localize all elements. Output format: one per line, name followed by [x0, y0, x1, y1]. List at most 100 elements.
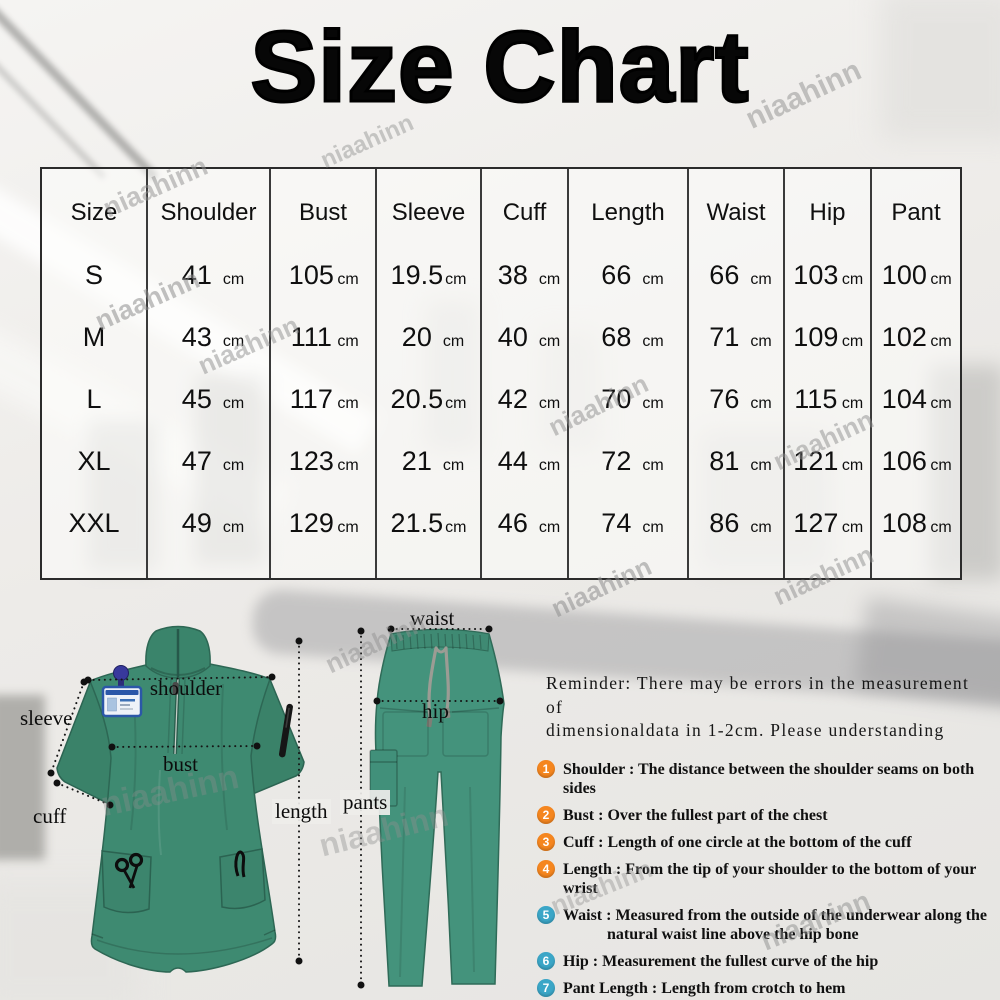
measurement-cell: 43 cm [148, 306, 271, 368]
column-header-hip: Hip [785, 182, 872, 244]
measurement-cell: 106 cm [881, 445, 952, 476]
measurement-cell: 49 cm [148, 492, 271, 554]
column-header-shoulder: Shoulder [148, 182, 271, 244]
measurement-lines [47, 625, 504, 989]
measurement-cell: 68 cm [569, 306, 689, 368]
measurement-cell: 104 cm [881, 383, 952, 414]
measurement-cell: 103 cm [785, 244, 872, 306]
note-item: 7 Pant Length : Length from crotch to hem [537, 979, 999, 998]
table-row: L 45 cm 117 cm 20.5 cm 42 cm 70 cm 76 cm 115 cm 104 cm [42, 368, 960, 430]
measurement-cell: 129 cm [271, 492, 377, 554]
label-length: length [272, 799, 331, 824]
column-header-bust: Bust [271, 182, 377, 244]
measurement-cell: 117 cm [271, 368, 377, 430]
pen [278, 703, 293, 758]
measurement-cell: 105 cm [271, 244, 377, 306]
note-text: Hip : Measurement the fullest curve of t… [563, 953, 879, 970]
measurement-cell: 70 cm [569, 368, 689, 430]
measurement-cell: 21.5 cm [377, 492, 482, 554]
scrub-top-illustration [56, 625, 305, 973]
note-item: 6 Hip : Measurement the fullest curve of … [537, 952, 999, 971]
measurement-cell: 40 cm [482, 306, 569, 368]
measurement-cell: 71 cm [689, 306, 785, 368]
column-header-sleeve: Sleeve [377, 182, 482, 244]
measurement-cell: 109 cm [785, 306, 872, 368]
measurement-cell: 47 cm [148, 430, 271, 492]
measurement-cell: 44 cm [482, 430, 569, 492]
measurement-cell: 111 cm [271, 306, 377, 368]
drawstring [426, 646, 451, 728]
note-item: 4 Length : From the tip of your shoulder … [537, 860, 999, 898]
zipper-pull [172, 682, 179, 695]
measurement-cell: 74 cm [569, 492, 689, 554]
size-cell: L [42, 368, 148, 430]
label-cuff: cuff [33, 804, 67, 828]
table-spacer [42, 169, 960, 182]
measurement-cell: 81 cm [689, 430, 785, 492]
column-header-length: Length [569, 182, 689, 244]
size-cell: XL [42, 430, 148, 492]
note-number-badge: 1 [537, 760, 555, 778]
measurement-cell: 19.5 cm [377, 244, 482, 306]
note-text: Pant Length : Length from crotch to hem [563, 980, 846, 997]
note-number-badge: 4 [537, 860, 555, 878]
note-item: 2 Bust : Over the fullest part of the che… [537, 806, 999, 825]
measurement-cell: 66 cm [569, 244, 689, 306]
measurement-cell: 108 cm [881, 507, 952, 538]
note-text-line2: natural waist line above the hip bone [607, 926, 859, 943]
table-row: XXL 49 cm 129 cm 21.5 cm 46 cm 74 cm 86 cm 127 cm 108 cm [42, 492, 960, 554]
measurement-cell: 46 cm [482, 492, 569, 554]
scissors [114, 852, 144, 889]
measurement-cell: 115 cm [785, 368, 872, 430]
measurement-cell: 76 cm [689, 368, 785, 430]
note-text: Bust : Over the fullest part of the ches… [563, 807, 828, 824]
column-header-pant: Pant [891, 199, 941, 226]
column-header-cuff: Cuff [482, 182, 569, 244]
measurement-cell: 127 cm [785, 492, 872, 554]
note-number-badge: 3 [537, 833, 555, 851]
bust-line [111, 745, 258, 748]
measurement-cell: 66 cm [689, 244, 785, 306]
page-title: Size Chart [249, 11, 750, 123]
note-number-badge: 2 [537, 806, 555, 824]
size-cell: M [42, 306, 148, 368]
measurement-cell: 123 cm [271, 430, 377, 492]
measurement-cell: 41 cm [148, 244, 271, 306]
measurement-cell: 20.5 cm [377, 368, 482, 430]
table-row: XL 47 cm 123 cm 21 cm 44 cm 72 cm 81 cm 121 cm 106 cm [42, 430, 960, 492]
note-text: Length : From the tip of your shoulder t… [563, 861, 977, 897]
size-cell: XXL [42, 492, 148, 554]
note-text: Waist : Measured from the outside of the… [563, 907, 987, 924]
note-item: 5 Waist : Measured from the outside of th… [537, 906, 999, 944]
note-text: Shoulder : The distance between the shou… [563, 761, 975, 797]
note-number-badge: 5 [537, 906, 555, 924]
reminder-text: Reminder: There may be errors in the mea… [546, 672, 980, 743]
table-spacer [42, 554, 960, 578]
right-pocket [219, 848, 266, 910]
label-sleeve: sleeve [20, 706, 73, 730]
reminder-line1: Reminder: There may be errors in the mea… [546, 673, 970, 717]
table-header-row: Size Shoulder Bust Sleeve Cuff Length Wa… [42, 182, 960, 244]
measurement-cell: 20 cm [377, 306, 482, 368]
measurement-cell: 38 cm [482, 244, 569, 306]
reminder-line2: dimensionaldata in 1-2cm. Please underst… [546, 720, 945, 740]
measurement-cell: 72 cm [569, 430, 689, 492]
label-shoulder: shoulder [149, 676, 223, 700]
column-header-waist: Waist [689, 182, 785, 244]
size-table: Size Shoulder Bust Sleeve Cuff Length Wa… [40, 167, 962, 580]
scrub-pants-illustration [369, 628, 505, 987]
size-cell: S [42, 244, 148, 306]
measurement-cell: 102 cm [881, 321, 952, 352]
note-item: 3 Cuff : Length of one circle at the bott… [537, 833, 999, 852]
waistband [390, 629, 490, 652]
id-badge [101, 685, 143, 718]
measurement-cell: 21 cm [377, 430, 482, 492]
measurement-cell: 100 cm [881, 259, 952, 290]
note-number-badge: 6 [537, 952, 555, 970]
measurement-cell: 45 cm [148, 368, 271, 430]
note-text: Cuff : Length of one circle at the botto… [563, 834, 912, 851]
column-header-size: Size [42, 182, 148, 244]
label-bust: bust [163, 752, 199, 776]
label-pants: pants [340, 790, 391, 815]
